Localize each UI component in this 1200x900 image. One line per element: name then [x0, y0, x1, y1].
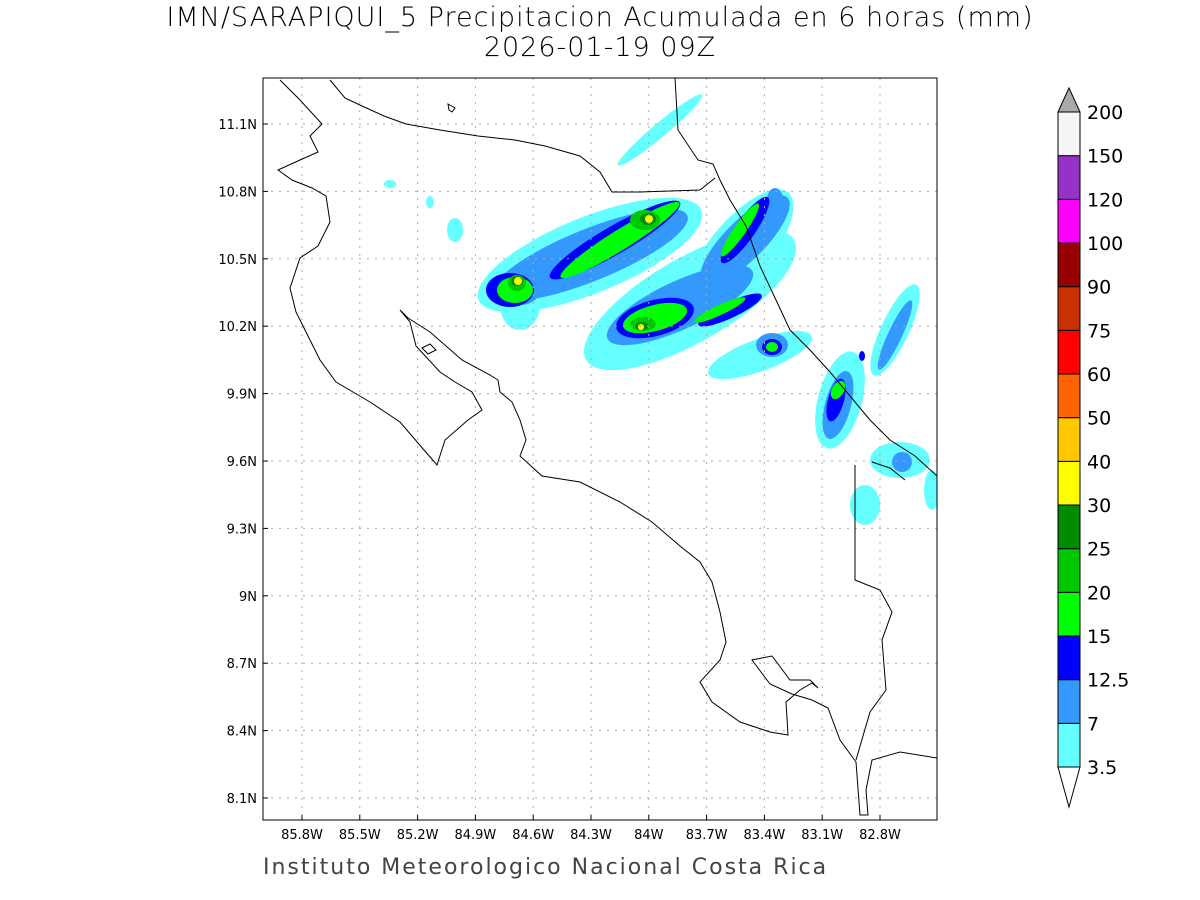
precip-field	[384, 94, 937, 525]
caribbean-coastline	[674, 78, 937, 477]
lon-axis: 85.8W 85.5W 85.2W 84.9W 84.6W 84.3W 84W 83.7W 83…	[281, 815, 901, 843]
colorbar-label: 30	[1087, 495, 1111, 517]
colorbar-label: 25	[1087, 539, 1111, 561]
lon-tick-label: 84.3W	[570, 828, 612, 843]
lon-tick-label: 85.2W	[397, 828, 439, 843]
lake-island	[447, 103, 456, 113]
colorbar-swatch	[1057, 242, 1081, 288]
colorbar-label: 50	[1087, 408, 1111, 430]
lon-tick-label: 85.5W	[339, 828, 381, 843]
colorbar-swatch	[1057, 722, 1081, 768]
lat-tick-label: 8.1N	[227, 792, 257, 807]
colorbar-label: 200	[1087, 102, 1123, 124]
colorbar-swatch	[1057, 286, 1081, 331]
pacific-coastline	[277, 79, 937, 816]
colorbar-swatch	[1057, 504, 1081, 550]
colorbar-swatch	[1057, 417, 1081, 462]
colorbar-under-triangle	[1057, 766, 1081, 809]
colorbar-swatch	[1057, 111, 1081, 157]
lat-tick-label: 9N	[239, 590, 257, 605]
lon-tick-label: 84.6W	[512, 828, 554, 843]
colorbar-swatch	[1057, 373, 1081, 419]
map-frame	[262, 77, 938, 821]
lon-tick-label: 83.7W	[686, 828, 728, 843]
lat-tick-label: 9.9N	[227, 388, 257, 403]
map-title: IMN/SARAPIQUI_5 Precipitacion Acumulada …	[166, 2, 1034, 33]
colorbar-label: 7	[1087, 713, 1099, 735]
colorbar-label: 90	[1087, 277, 1111, 299]
lon-tick-label: 84W	[634, 828, 664, 843]
lon-tick-label: 83.1W	[801, 828, 843, 843]
colorbar-label: 100	[1087, 233, 1123, 255]
lat-tick-label: 9.3N	[227, 522, 257, 537]
coastlines	[277, 78, 937, 816]
lat-tick-label: 11.1N	[218, 118, 257, 133]
lat-axis: 11.1N 10.8N 10.5N 10.2N 9.9N 9.6N 9.3N 9N 8.7N 8.…	[218, 118, 268, 807]
colorbar-label: 120	[1087, 189, 1123, 211]
lat-tick-label: 9.6N	[227, 455, 257, 470]
map-grid	[263, 78, 937, 820]
colorbar: 3.5 7 12.5 15 20 25 30 40 50 60 75 90 100 120 150 200	[1057, 86, 1129, 809]
colorbar-swatch	[1057, 635, 1081, 681]
colorbar-label: 12.5	[1087, 670, 1129, 692]
colorbar-swatch	[1057, 591, 1081, 637]
nicoya-island	[421, 343, 437, 355]
nicaragua-coastline	[329, 79, 716, 193]
colorbar-label: 75	[1087, 320, 1111, 342]
lat-tick-label: 10.8N	[218, 185, 257, 200]
colorbar-swatch	[1057, 548, 1081, 593]
map-datetime: 2026-01-19 09Z	[483, 32, 717, 63]
lon-tick-label: 85.8W	[281, 828, 323, 843]
colorbar-swatch	[1057, 198, 1081, 244]
colorbar-label: 40	[1087, 451, 1111, 473]
colorbar-over-triangle	[1057, 86, 1081, 113]
colorbar-swatch	[1057, 329, 1081, 375]
lon-tick-label: 84.9W	[454, 828, 496, 843]
panama-coast	[871, 461, 906, 481]
panama-border	[854, 465, 893, 761]
colorbar-label: 60	[1087, 364, 1111, 386]
footer-credit: Instituto Meteorologico Nacional Costa R…	[263, 855, 829, 880]
lon-tick-label: 82.8W	[859, 828, 901, 843]
lat-tick-label: 10.5N	[218, 253, 257, 268]
lon-tick-label: 83.4W	[743, 828, 785, 843]
colorbar-label: 15	[1087, 626, 1111, 648]
colorbar-label: 20	[1087, 582, 1111, 604]
lat-tick-label: 8.4N	[227, 725, 257, 740]
colorbar-swatch	[1057, 679, 1081, 724]
precip-level-30	[514, 215, 653, 330]
colorbar-swatch	[1057, 155, 1081, 200]
colorbar-label: 150	[1087, 146, 1123, 168]
colorbar-swatch	[1057, 460, 1081, 506]
lat-tick-label: 10.2N	[218, 320, 257, 335]
colorbar-label: 3.5	[1087, 757, 1117, 779]
lat-tick-label: 8.7N	[227, 657, 257, 672]
